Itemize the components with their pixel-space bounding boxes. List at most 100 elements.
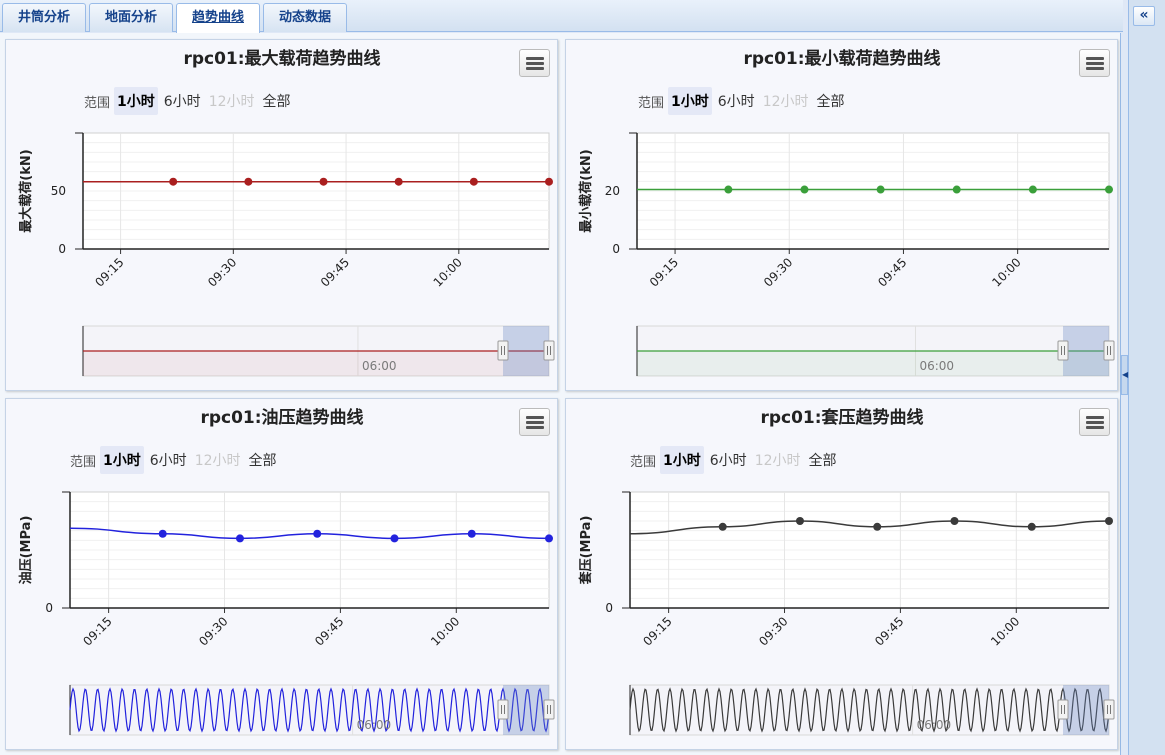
x-tick-label: 09:30	[196, 614, 230, 648]
chart-svg: rpc01:最大载荷趋势曲线 09:15 09:30 09:45 10:00 0 50 最大载…	[18, 48, 555, 377]
tab-dynamic-data[interactable]: 动态数据	[263, 3, 347, 32]
data-point[interactable]	[158, 529, 167, 538]
chart-svg: rpc01:套压趋势曲线 09:15 09:30 09:45 10:00 0 套压(MPa)…	[578, 407, 1115, 736]
data-point[interactable]	[1105, 185, 1113, 194]
chart-menu-button[interactable]	[519, 49, 550, 77]
navigator-time-label: 06:00	[919, 359, 954, 373]
range-button: 12小时	[194, 453, 241, 469]
data-point[interactable]	[244, 177, 253, 186]
hamburger-icon	[526, 57, 544, 60]
hamburger-icon	[1086, 67, 1104, 70]
chart-menu-button[interactable]	[519, 408, 550, 436]
navigator-series	[629, 687, 1110, 733]
data-point[interactable]	[1105, 517, 1113, 525]
collapse-arrow-icon: ◀	[1122, 370, 1129, 379]
range-button[interactable]: 6小时	[149, 453, 187, 469]
range-selector: 范围 1小时 6小时 12小时 全部	[638, 87, 851, 115]
range-button[interactable]: 全部	[262, 94, 291, 110]
x-tick-label: 09:45	[875, 255, 909, 289]
data-point[interactable]	[800, 185, 809, 194]
range-button[interactable]: 全部	[248, 453, 277, 469]
navigator-handle[interactable]	[1057, 699, 1069, 720]
range-selector: 范围 1小时 6小时 12小时 全部	[84, 87, 297, 115]
navigator-handle[interactable]	[543, 340, 555, 361]
data-point[interactable]	[390, 534, 399, 543]
navigator-selection[interactable]	[503, 326, 549, 376]
hamburger-icon	[526, 421, 544, 424]
data-point[interactable]	[545, 177, 553, 186]
y-tick-label: 0	[605, 601, 613, 615]
tab-surface-analysis[interactable]: 地面分析	[89, 3, 173, 32]
data-point[interactable]	[952, 185, 961, 194]
navigator-fill	[83, 351, 549, 376]
range-button[interactable]: 6小时	[717, 94, 755, 110]
range-button[interactable]: 全部	[816, 94, 845, 110]
double-chevron-left-icon: «	[1139, 7, 1149, 23]
navigator-selection[interactable]	[1063, 326, 1109, 376]
hamburger-icon	[526, 426, 544, 429]
tab-label: 动态数据	[278, 10, 331, 25]
y-axis-title: 油压(MPa)	[18, 516, 34, 585]
y-tick-label: 20	[605, 184, 620, 198]
splitter-handle[interactable]: ◀	[1121, 355, 1128, 395]
data-point[interactable]	[718, 522, 727, 531]
x-tick-label: 09:30	[205, 255, 239, 289]
navigator-handle[interactable]	[1103, 340, 1115, 361]
data-point[interactable]	[394, 177, 403, 186]
data-point[interactable]	[873, 522, 882, 531]
tab-trend-curves[interactable]: 趋势曲线	[176, 3, 260, 33]
range-button: 12小时	[754, 453, 801, 469]
range-button[interactable]: 1小时	[100, 446, 144, 474]
hamburger-icon	[1086, 426, 1104, 429]
navigator-handle[interactable]	[1057, 340, 1069, 361]
range-button[interactable]: 全部	[808, 453, 837, 469]
x-tick-label: 10:00	[989, 255, 1023, 289]
expand-panel-button[interactable]: «	[1133, 6, 1155, 26]
data-point[interactable]	[545, 534, 553, 543]
data-point[interactable]	[169, 177, 178, 186]
hamburger-icon	[526, 67, 544, 70]
x-tick-label: 10:00	[431, 255, 465, 289]
tab-label: 地面分析	[104, 10, 157, 25]
chart-title: rpc01:最大载荷趋势曲线	[183, 48, 380, 69]
data-point[interactable]	[319, 177, 328, 186]
x-tick-label: 09:45	[318, 255, 352, 289]
range-button: 12小时	[762, 94, 809, 110]
chart-panel: rpc01:最大载荷趋势曲线 09:15 09:30 09:45 10:00 0 50 最大载…	[5, 39, 558, 391]
tab-strip: 井筒分析 地面分析 趋势曲线 动态数据	[0, 0, 1123, 33]
range-button[interactable]: 6小时	[163, 94, 201, 110]
collapsed-east-panel	[1128, 0, 1165, 755]
range-button[interactable]: 1小时	[668, 87, 712, 115]
range-button[interactable]: 6小时	[709, 453, 747, 469]
data-point[interactable]	[1027, 522, 1036, 531]
chart-panel: rpc01:套压趋势曲线 09:15 09:30 09:45 10:00 0 套压(MPa)…	[565, 398, 1118, 750]
data-point[interactable]	[724, 185, 733, 194]
range-selector-label: 范围	[630, 454, 657, 470]
navigator-time-label: 06:00	[917, 718, 952, 732]
data-point[interactable]	[876, 185, 885, 194]
navigator-selection[interactable]	[503, 685, 549, 735]
range-button[interactable]: 1小时	[114, 87, 158, 115]
chart-menu-button[interactable]	[1079, 49, 1110, 77]
tab-wellbore-analysis[interactable]: 井筒分析	[2, 3, 86, 32]
data-point[interactable]	[235, 534, 244, 543]
data-point[interactable]	[467, 529, 476, 538]
data-point[interactable]	[1028, 185, 1037, 194]
range-button[interactable]: 1小时	[660, 446, 704, 474]
chart-panel: rpc01:最小载荷趋势曲线 09:15 09:30 09:45 10:00 0 20 最小载…	[565, 39, 1118, 391]
x-tick-label: 09:15	[640, 614, 674, 648]
navigator-handle[interactable]	[1103, 699, 1115, 720]
data-point[interactable]	[795, 517, 804, 525]
tab-label: 井筒分析	[17, 10, 70, 25]
navigator-handle[interactable]	[497, 340, 509, 361]
navigator-selection[interactable]	[1063, 685, 1109, 735]
navigator-handle[interactable]	[543, 699, 555, 720]
chart-menu-button[interactable]	[1079, 408, 1110, 436]
data-point[interactable]	[469, 177, 478, 186]
data-point[interactable]	[950, 517, 959, 525]
chart-panel: rpc01:油压趋势曲线 09:15 09:30 09:45 10:00 0 油压(MPa)…	[5, 398, 558, 750]
navigator-series	[69, 687, 550, 733]
navigator-handle[interactable]	[497, 699, 509, 720]
data-point[interactable]	[313, 529, 322, 538]
x-tick-label: 09:45	[872, 614, 906, 648]
